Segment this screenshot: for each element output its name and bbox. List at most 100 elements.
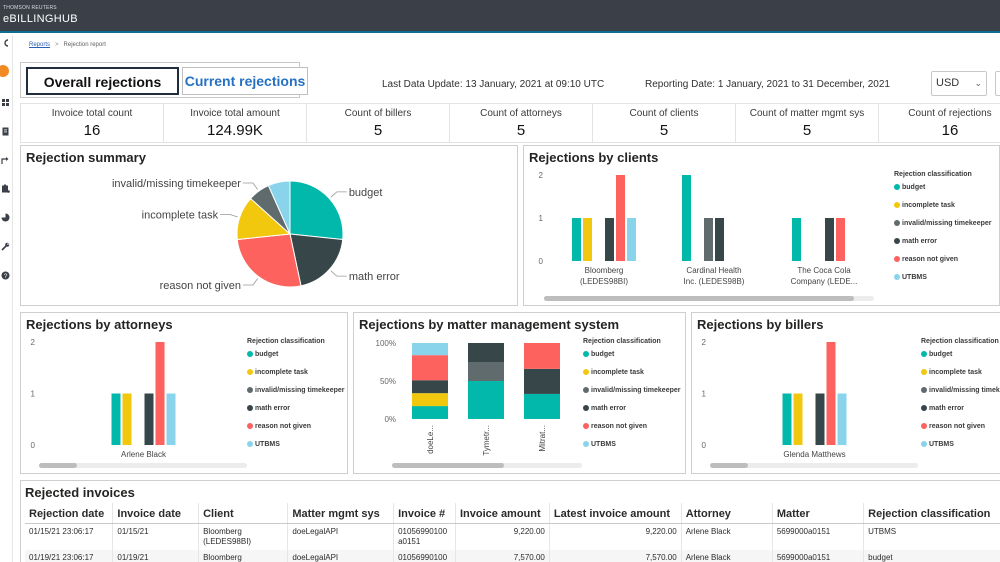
column-header-invoice-amount[interactable]: Invoice amount [455,503,550,524]
bar-budget[interactable] [682,175,691,261]
bar-incomplete-task[interactable] [412,393,448,407]
wrench-icon[interactable] [0,242,11,253]
billers-horizontal-scrollbar[interactable] [710,463,918,468]
bar-budget[interactable] [468,381,504,419]
cell-rejection-date: 01/15/21 23:06:17 [25,523,114,550]
bar-reason-not-given[interactable] [155,342,165,445]
legend-item-budget[interactable]: budget [583,351,614,358]
column-header-matter[interactable]: Matter [772,503,865,524]
legend-item-incomplete-task[interactable]: incomplete task [247,369,308,376]
legend-item-utbms[interactable]: UTBMS [921,441,954,448]
cell-attorney: Arlene Black [681,550,773,562]
legend-title: Rejection classification [921,338,999,345]
bar-reason-not-given[interactable] [412,355,448,381]
column-header-client[interactable]: Client [198,503,289,524]
legend-item-reason-not-given[interactable]: reason not given [921,423,985,430]
legend-item-reason-not-given[interactable]: reason not given [894,256,958,263]
legend-item-utbms[interactable]: UTBMS [894,274,927,281]
legend-item-budget[interactable]: budget [921,351,952,358]
column-header-invoice-number[interactable]: Invoice # [393,503,456,524]
pie-slice-reason-not-given[interactable] [236,233,302,288]
breadcrumb-reports-link[interactable]: Reports [29,42,51,48]
legend-item-math-error[interactable]: math error [583,405,626,412]
bar-reason-not-given[interactable] [826,342,836,445]
bar-utbms[interactable] [627,218,636,261]
legend-item-math-error[interactable]: math error [894,238,937,245]
pie-slice-budget[interactable] [289,180,344,241]
menu-icon[interactable] [0,39,11,50]
legend-item-invalid-missing-timekeeper[interactable]: invalid/missing timekeeper [583,387,680,394]
column-header-matter-mgmt-sys[interactable]: Matter mgmt sys [287,503,395,524]
bar-math-error[interactable] [605,218,614,261]
legend-item-invalid-missing-timekeeper[interactable]: invalid/missing timekeeper [247,387,344,394]
legend-item-utbms[interactable]: UTBMS [247,441,280,448]
bar-utbms[interactable] [837,393,847,446]
table-row[interactable]: 01/19/21 23:06:17 01/19/21 Bloomberg doe… [25,550,1000,562]
bar-budget[interactable] [782,393,792,446]
matter-horizontal-scrollbar[interactable] [392,463,582,468]
dashboard-icon[interactable] [0,98,11,109]
bar-math-error[interactable] [815,393,825,446]
bar-reason-not-given[interactable] [616,175,625,261]
scrollbar-thumb[interactable] [392,463,504,468]
scrollbar-thumb[interactable] [544,296,854,301]
bar-utbms[interactable] [412,343,448,356]
bar-math-error[interactable] [715,218,724,261]
scrollbar-thumb[interactable] [710,463,748,468]
bar-math-error[interactable] [468,343,504,362]
bar-budget[interactable] [524,393,560,419]
column-header-rejection-classification[interactable]: Rejection classification [863,503,1000,524]
attorneys-horizontal-scrollbar[interactable] [39,463,247,468]
bar-math-error[interactable] [524,368,560,394]
cell-latest-invoice-amount: 9,220.00 [549,523,682,550]
bar-utbms[interactable] [166,393,176,446]
routing-icon[interactable] [0,156,11,167]
brand-logo[interactable]: eBILLINGHUB [3,13,78,25]
legend-item-math-error[interactable]: math error [921,405,964,412]
bar-math-error[interactable] [825,218,834,261]
chart-icon[interactable] [0,213,11,224]
tab-overall-rejections[interactable]: Overall rejections [26,67,179,95]
legend-item-incomplete-task[interactable]: incomplete task [921,369,982,376]
legend-item-budget[interactable]: budget [894,184,925,191]
legend-item-invalid-missing-timekeeper[interactable]: invalid/missing timekeeper [921,387,1000,394]
column-header-rejection-date[interactable]: Rejection date [25,503,114,524]
tab-current-rejections[interactable]: Current rejections [182,67,308,95]
legend-item-invalid-missing-timekeeper[interactable]: invalid/missing timekeeper [894,220,991,227]
column-header-latest-invoice-amount[interactable]: Latest invoice amount [549,503,682,524]
bar-incomplete-task[interactable] [583,218,592,261]
bar-incomplete-task[interactable] [122,393,132,446]
column-header-attorney[interactable]: Attorney [681,503,773,524]
pie-slice-math-error[interactable] [289,233,344,287]
bar-reason-not-given[interactable] [524,343,560,369]
bar-reason-not-given[interactable] [836,218,845,261]
bar-budget[interactable] [792,218,801,261]
bar-incomplete-task[interactable] [793,393,803,446]
bar-invalid-missing-timekeeper[interactable] [704,218,713,261]
column-header-invoice-date[interactable]: Invoice date [112,503,200,524]
legend-item-incomplete-task[interactable]: incomplete task [894,202,955,209]
panel-title: Rejections by billers [697,317,824,332]
legend-item-reason-not-given[interactable]: reason not given [583,423,647,430]
clients-horizontal-scrollbar[interactable] [544,296,874,301]
table-row[interactable]: 01/15/21 23:06:17 01/15/21 Bloomberg (LE… [25,523,1000,550]
scrollbar-thumb[interactable] [39,463,77,468]
legend-item-budget[interactable]: budget [247,351,278,358]
legend-item-math-error[interactable]: math error [247,405,290,412]
bar-budget[interactable] [572,218,581,261]
bar-budget[interactable] [412,406,448,419]
bar-math-error[interactable] [412,380,448,394]
help-icon[interactable]: ? [0,271,11,282]
legend-item-incomplete-task[interactable]: incomplete task [583,369,644,376]
document-icon[interactable] [0,127,11,138]
bar-invalid-missing-timekeeper[interactable] [468,362,504,381]
currency-select[interactable]: USD ⌄ [931,71,987,96]
pie-slice-utbms[interactable] [267,180,291,235]
clipboard-icon[interactable] [0,184,11,195]
legend-item-utbms[interactable]: UTBMS [583,441,616,448]
legend-item-reason-not-given[interactable]: reason not given [247,423,311,430]
extra-filter[interactable] [995,71,1000,96]
bar-math-error[interactable] [144,393,154,446]
avatar[interactable] [0,65,9,77]
bar-budget[interactable] [111,393,121,446]
